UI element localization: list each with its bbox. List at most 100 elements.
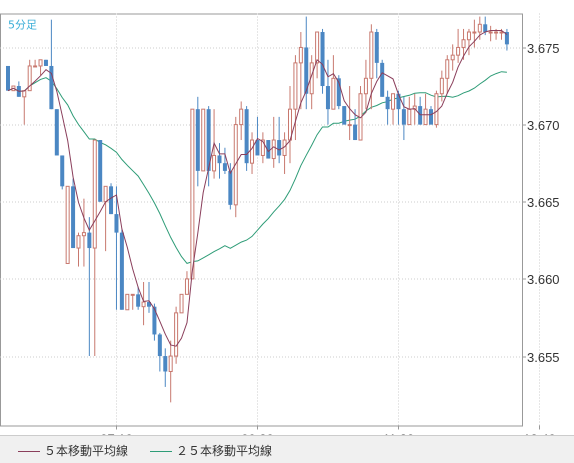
candle-body	[27, 65, 32, 92]
candle-body	[325, 86, 330, 110]
candle-body	[136, 294, 141, 307]
ma25-line	[7, 71, 507, 264]
y-tick-label: 3.670	[527, 118, 560, 133]
candle-body	[434, 93, 439, 126]
candle-body	[456, 46, 461, 56]
candle-body	[347, 124, 352, 127]
candle-body	[228, 170, 233, 205]
y-tick-label: 3.665	[527, 195, 560, 210]
candle-body	[461, 39, 466, 48]
candle-body	[277, 140, 282, 156]
candle-body	[98, 140, 103, 202]
candle-body	[71, 186, 76, 249]
candle-body	[391, 93, 396, 110]
y-tick-label: 3.655	[527, 350, 560, 365]
timeframe-label: 5分足	[8, 19, 37, 32]
candle-body	[22, 90, 27, 98]
candle-body	[179, 293, 184, 314]
candle-body	[418, 106, 423, 125]
candle-body	[494, 31, 499, 34]
candle-body	[298, 46, 303, 64]
candle-body	[81, 232, 86, 237]
candle-body	[109, 186, 114, 215]
ma5-line	[7, 30, 508, 347]
candle-body	[130, 293, 135, 296]
candle-body	[174, 312, 179, 357]
candle-body	[488, 31, 493, 34]
candle-body	[43, 59, 48, 66]
candle-body	[423, 108, 428, 126]
legend-swatch-ma25	[150, 451, 172, 452]
candle-body	[114, 214, 119, 233]
candle-body	[212, 154, 217, 172]
candle-body	[428, 109, 433, 125]
candle-body	[385, 96, 390, 110]
y-tick-label: 3.675	[527, 41, 560, 56]
legend: ５本移動平均線 ２５本移動平均線	[0, 435, 574, 463]
candle-body	[380, 62, 385, 97]
candle-body	[499, 31, 504, 34]
candle-body	[260, 139, 265, 156]
candle-body	[401, 109, 406, 125]
candle-body	[472, 31, 477, 34]
y-tick-label: 3.660	[527, 272, 560, 287]
candle-body	[54, 109, 59, 156]
candle-body	[477, 23, 482, 33]
candle-body	[146, 302, 151, 307]
plot-frame	[0, 13, 523, 427]
candle-body	[163, 356, 168, 372]
candle-body	[152, 306, 157, 335]
candle-body	[168, 355, 173, 372]
candle-body	[445, 59, 450, 79]
candle-body	[255, 140, 260, 156]
candle-body	[320, 32, 325, 87]
ma25-line-group	[7, 71, 507, 264]
candle-body	[336, 78, 341, 107]
legend-item-ma5: ５本移動平均線	[18, 442, 128, 459]
ma5-line-group	[7, 30, 508, 347]
legend-label-ma25: ２５本移動平均線	[176, 444, 273, 458]
candle-body	[201, 108, 206, 172]
candle-body	[217, 155, 222, 164]
candle-body	[6, 65, 10, 91]
candle-body	[342, 106, 347, 125]
candle-body	[315, 31, 320, 64]
candle-body	[407, 108, 412, 126]
candle-body	[466, 31, 471, 41]
candle-body	[33, 65, 38, 68]
candle-body	[450, 54, 455, 61]
candle-body	[250, 139, 255, 164]
legend-item-ma25: ２５本移動平均線	[150, 442, 272, 459]
candle-body	[38, 59, 43, 67]
candle-body	[49, 65, 54, 110]
candle-body	[222, 163, 227, 171]
candle-body	[304, 47, 309, 94]
candle-body	[206, 109, 211, 171]
candle-body	[483, 24, 488, 33]
candle-body	[190, 108, 195, 280]
candle-body	[65, 185, 70, 264]
legend-label-ma5: ５本移動平均線	[44, 444, 129, 458]
candle-body	[157, 334, 162, 357]
candle-body	[184, 278, 189, 295]
candle-body	[141, 301, 146, 308]
candle-body	[125, 293, 130, 311]
candle-body	[76, 235, 81, 249]
candle-body	[271, 139, 276, 160]
candle-body	[244, 109, 249, 164]
candle-body	[293, 62, 298, 110]
legend-swatch-ma5	[18, 451, 40, 452]
candle-body	[363, 77, 368, 95]
candle-body	[331, 77, 336, 110]
candle-body	[60, 155, 65, 187]
candle-body	[439, 77, 444, 95]
candle-body	[396, 93, 401, 110]
candle-body	[374, 32, 379, 63]
candle-body	[239, 108, 244, 126]
candle-body	[369, 31, 374, 79]
candle-body	[119, 232, 124, 310]
candle-body	[92, 139, 97, 249]
candle-body	[353, 124, 358, 141]
candle-body	[87, 232, 92, 249]
